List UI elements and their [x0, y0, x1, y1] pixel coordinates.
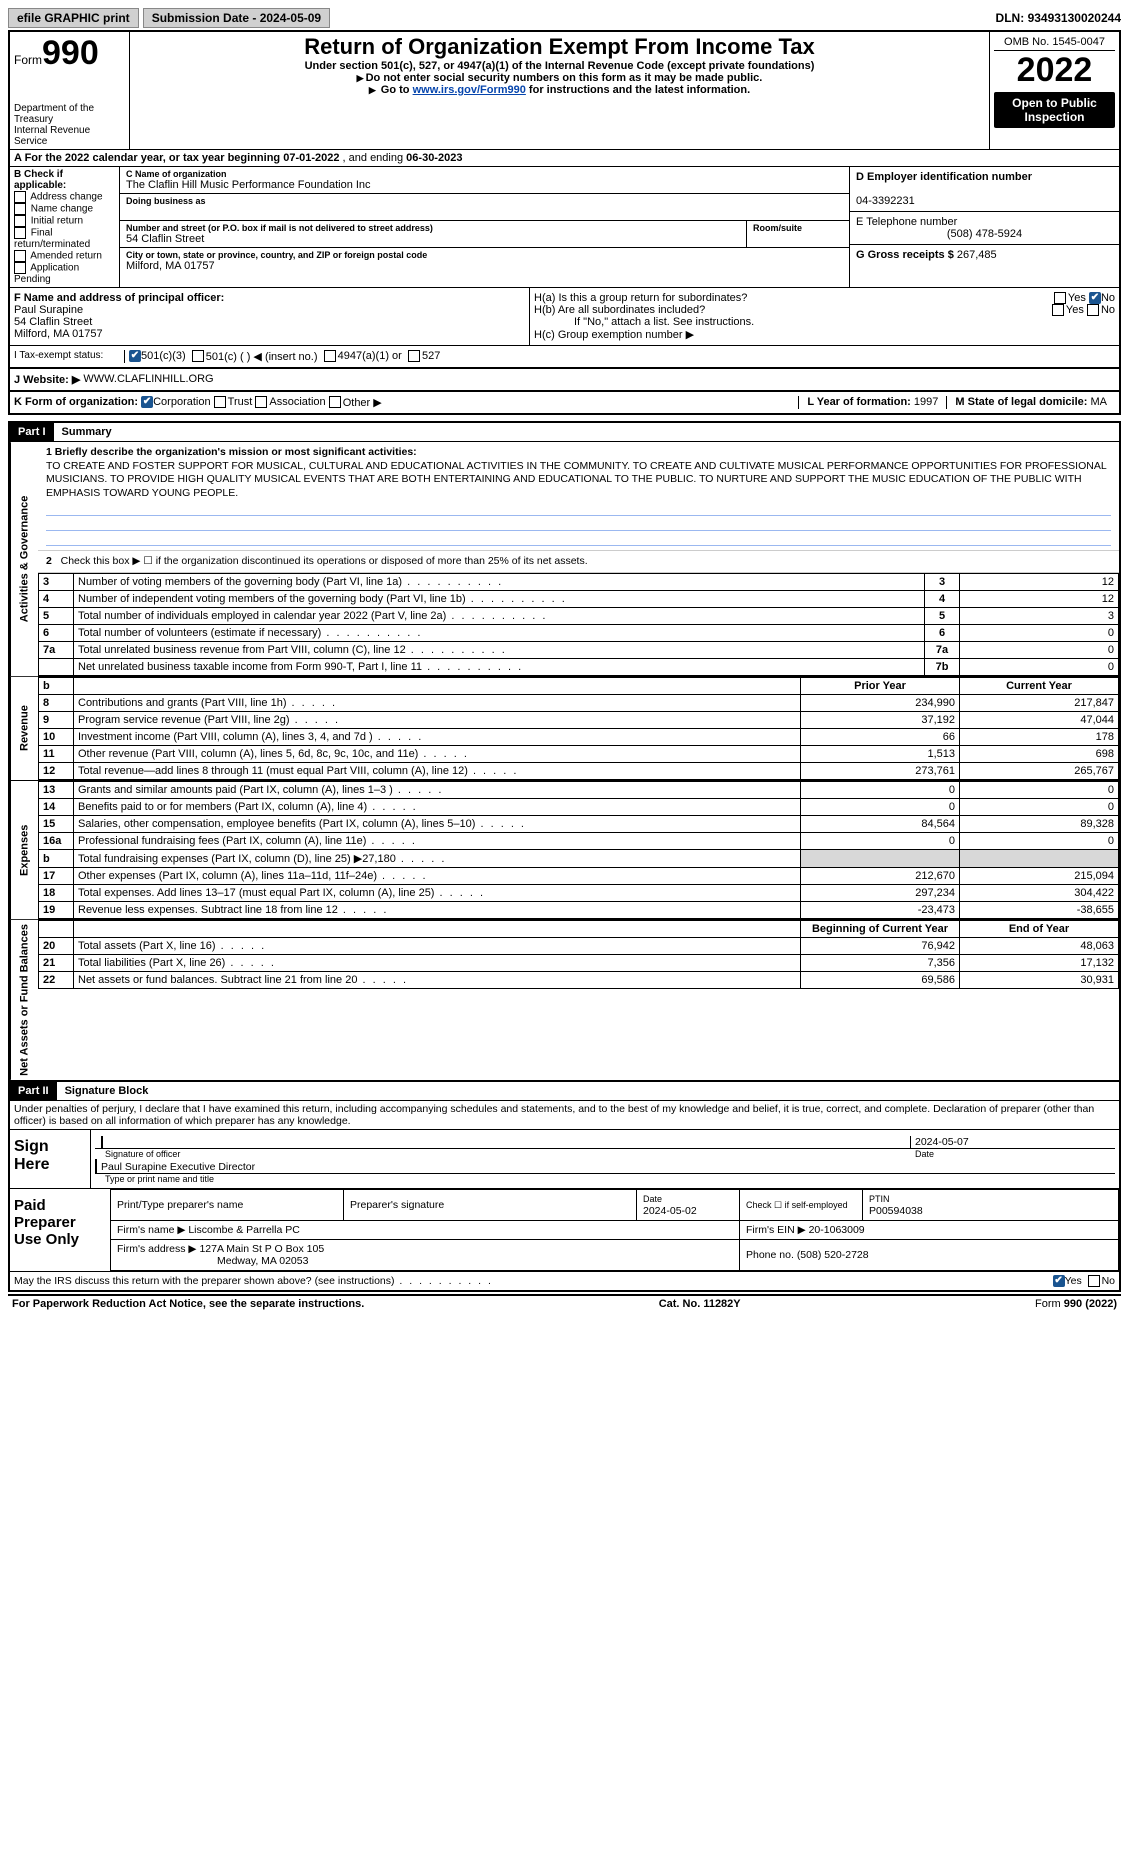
- row-j-website: J Website: ▶ WWW.CLAFLINHILL.ORG: [8, 368, 1121, 391]
- preparer-table: Print/Type preparer's name Preparer's si…: [110, 1189, 1119, 1271]
- part-2-header: Part II Signature Block: [8, 1082, 1121, 1101]
- dept-treasury: Department of the Treasury: [14, 103, 125, 125]
- state-domicile: MA: [1091, 396, 1108, 408]
- submission-date: Submission Date - 2024-05-09: [143, 8, 330, 28]
- dln: DLN: 93493130020244: [996, 11, 1121, 25]
- section-bcd: B Check if applicable: Address change Na…: [8, 167, 1121, 287]
- col-c-org-info: C Name of organization The Claflin Hill …: [120, 167, 849, 287]
- year-formation: 1997: [914, 396, 938, 408]
- website: WWW.CLAFLINHILL.ORG: [83, 373, 213, 386]
- tax-year: 2022: [994, 51, 1115, 90]
- expenses-table: 13Grants and similar amounts paid (Part …: [38, 781, 1119, 919]
- checked-icon: ✔: [141, 396, 153, 408]
- net-assets-table: Beginning of Current Year End of Year 20…: [38, 920, 1119, 989]
- street-address: 54 Claflin Street: [126, 233, 740, 245]
- section-net-assets: Net Assets or Fund Balances Beginning of…: [8, 920, 1121, 1082]
- officer-name-title: Paul Surapine Executive Director: [101, 1161, 255, 1173]
- org-name: The Claflin Hill Music Performance Found…: [126, 179, 843, 191]
- top-bar: efile GRAPHIC print Submission Date - 20…: [8, 8, 1121, 28]
- row-i-tax-status: I Tax-exempt status: ✔ 501(c)(3) 501(c) …: [8, 345, 1121, 368]
- form-word: Form: [14, 53, 42, 67]
- telephone: (508) 478-5924: [856, 228, 1113, 240]
- mission-text: TO CREATE AND FOSTER SUPPORT FOR MUSICAL…: [46, 460, 1106, 499]
- form-number: 990: [42, 34, 99, 72]
- dba: [126, 206, 843, 218]
- row-a-tax-year: A For the 2022 calendar year, or tax yea…: [8, 149, 1121, 167]
- part-1-header: Part I Summary: [8, 421, 1121, 442]
- sign-here-label: Sign Here: [10, 1130, 90, 1188]
- form-subtitle-3: Go to www.irs.gov/Form990 for instructio…: [134, 84, 985, 96]
- signature-block: Sign Here 2024-05-07 Signature of office…: [8, 1129, 1121, 1292]
- revenue-table: b Prior Year Current Year 8Contributions…: [38, 677, 1119, 780]
- vert-label-revenue: Revenue: [10, 677, 38, 780]
- checked-icon: ✔: [1053, 1275, 1065, 1287]
- ptin: P00594038: [869, 1205, 923, 1217]
- form-subtitle-2: Do not enter social security numbers on …: [134, 72, 985, 84]
- perjury-declaration: Under penalties of perjury, I declare th…: [8, 1101, 1121, 1129]
- vert-label-net-assets: Net Assets or Fund Balances: [10, 920, 38, 1080]
- open-to-public-badge: Open to Public Inspection: [994, 92, 1115, 128]
- irs-label: Internal Revenue Service: [14, 125, 125, 147]
- vert-label-governance: Activities & Governance: [10, 442, 38, 676]
- gross-receipts: 267,485: [957, 249, 997, 261]
- governance-table: 3Number of voting members of the governi…: [38, 573, 1119, 676]
- firm-name: Liscombe & Parrella PC: [188, 1224, 299, 1236]
- row-f-h: F Name and address of principal officer:…: [8, 287, 1121, 345]
- firm-phone: (508) 520-2728: [797, 1249, 869, 1261]
- form-title: Return of Organization Exempt From Incom…: [134, 34, 985, 60]
- col-d-ids: D Employer identification number 04-3392…: [849, 167, 1119, 287]
- checked-icon: ✔: [1089, 292, 1101, 304]
- form-subtitle-1: Under section 501(c), 527, or 4947(a)(1)…: [134, 60, 985, 72]
- omb-number: OMB No. 1545-0047: [994, 34, 1115, 51]
- section-revenue: Revenue b Prior Year Current Year 8Contr…: [8, 677, 1121, 781]
- discuss-row: May the IRS discuss this return with the…: [10, 1271, 1119, 1290]
- irs-link[interactable]: www.irs.gov/Form990: [413, 84, 526, 96]
- col-b-checkboxes: B Check if applicable: Address change Na…: [10, 167, 120, 287]
- ein: 04-3392231: [856, 195, 915, 207]
- efile-print-button[interactable]: efile GRAPHIC print: [8, 8, 139, 28]
- section-governance: Activities & Governance 1 Briefly descri…: [8, 442, 1121, 677]
- paid-preparer-label: Paid Preparer Use Only: [10, 1189, 110, 1271]
- row-k-l-m: K Form of organization: ✔ Corporation Tr…: [8, 391, 1121, 415]
- vert-label-expenses: Expenses: [10, 781, 38, 919]
- city-state-zip: Milford, MA 01757: [126, 260, 843, 272]
- section-expenses: Expenses 13Grants and similar amounts pa…: [8, 781, 1121, 920]
- checked-icon: ✔: [129, 350, 141, 362]
- officer-name: Paul Surapine: [14, 304, 83, 316]
- firm-ein: 20-1063009: [809, 1224, 865, 1236]
- form-header: Form990 Department of the Treasury Inter…: [8, 30, 1121, 149]
- page-footer: For Paperwork Reduction Act Notice, see …: [8, 1294, 1121, 1312]
